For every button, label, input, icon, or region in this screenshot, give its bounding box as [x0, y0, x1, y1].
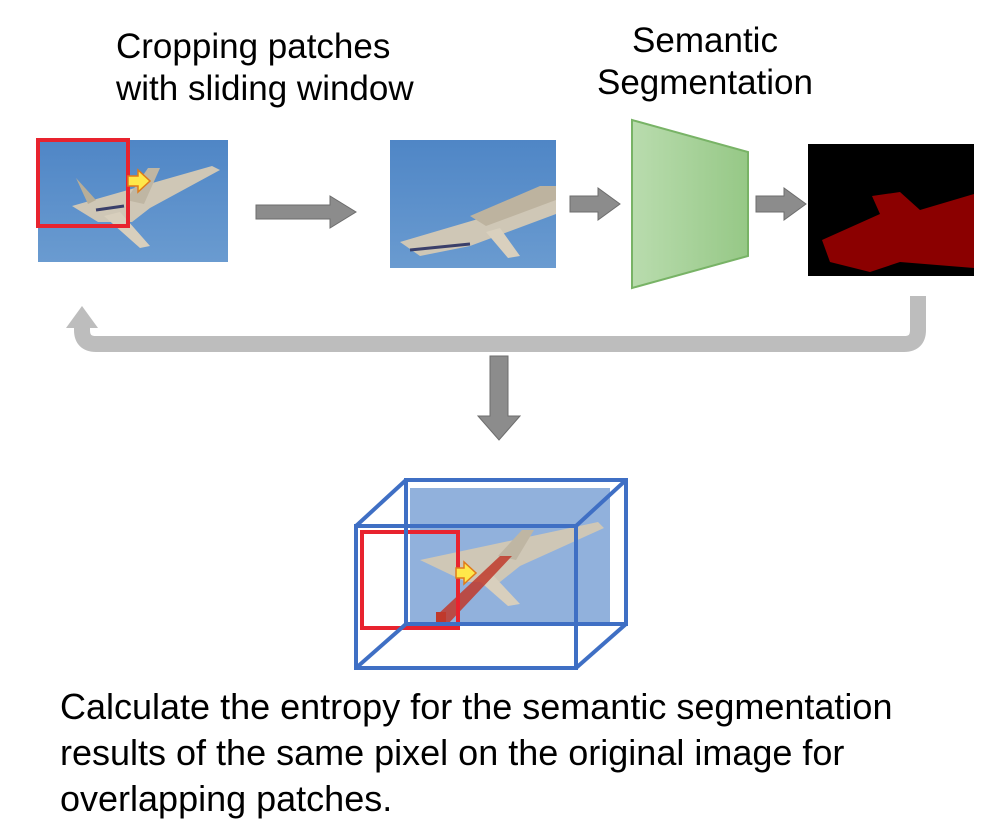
cropping-label-line-2: with sliding window: [116, 69, 414, 108]
entropy-caption: Calculate the entropy for the semantic s…: [60, 684, 980, 822]
segmentation-mask: [808, 144, 974, 276]
caption-line-1: Calculate the entropy for the semantic s…: [60, 686, 893, 727]
overlap-crop-box: [360, 530, 460, 630]
loop-arrowhead-icon: [66, 306, 98, 328]
arrow-to-patch-icon: [255, 195, 357, 229]
segmentation-label-line-1: Semantic: [632, 21, 778, 60]
segmentation-model-icon: [631, 118, 749, 290]
cropping-label-line-1: Cropping patches: [116, 27, 391, 66]
pixel-column-stack: [436, 556, 512, 624]
mask-airplane-region: [822, 192, 974, 272]
loop-back-arrow-icon: [74, 296, 926, 352]
patch-airplane-icon: [400, 186, 556, 258]
arrow-to-model-icon: [569, 187, 621, 221]
original-image: [36, 138, 228, 262]
caption-line-3: overlapping patches.: [60, 778, 393, 819]
same-pixel-marker: [436, 612, 446, 624]
down-arrow-icon: [476, 355, 522, 441]
cropping-patches-label: Cropping patches with sliding window: [116, 26, 496, 110]
cropped-patch: [390, 140, 556, 268]
overlap-slide-arrow-icon: [455, 560, 478, 586]
slide-direction-arrow-icon: [127, 168, 152, 194]
semantic-segmentation-label: Semantic Segmentation: [560, 20, 850, 104]
overlap-cube: [354, 478, 628, 670]
arrow-to-mask-icon: [755, 187, 807, 221]
cube-wireframe: [354, 478, 628, 670]
caption-line-2: results of the same pixel on the origina…: [60, 732, 845, 773]
segmentation-label-line-2: Segmentation: [597, 63, 813, 102]
